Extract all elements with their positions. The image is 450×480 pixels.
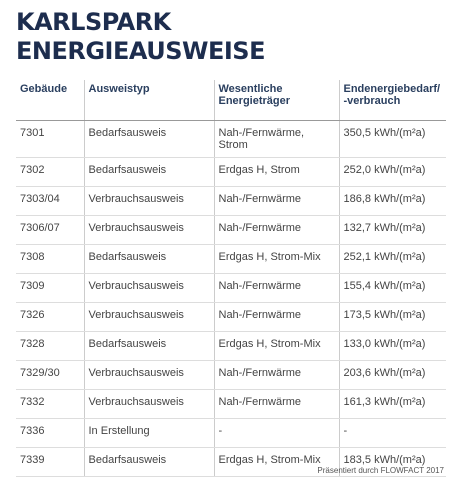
header-line: Ausweistyp: [88, 83, 150, 95]
table-row: 7332 Verbrauchsausweis Nah-/Fernwärme 161,3…: [16, 389, 446, 419]
header-line: Energieträger: [218, 95, 291, 107]
cell: Verbrauchsausweis: [83, 389, 214, 419]
cell: 173,5 kWh/(m²a): [338, 302, 446, 332]
table-row: 7326 Verbrauchsausweis Nah-/Fernwärme 173,5…: [16, 302, 446, 332]
cell: Nah-/Fernwärme: [213, 273, 339, 303]
cell: 186,8 kWh/(m²a): [338, 186, 446, 216]
cell: Verbrauchsausweis: [83, 273, 214, 303]
cell: Erdgas H, Strom-Mix: [213, 447, 339, 477]
cell: Nah-/Fernwärme: [213, 389, 339, 419]
cell: -: [338, 418, 446, 448]
header-line: Endenergiebedarf/: [343, 83, 441, 95]
cell: Bedarfsausweis: [83, 120, 214, 158]
cell: Nah-/Fernwärme, Strom: [213, 120, 339, 158]
cell: Bedarfsausweis: [83, 244, 214, 274]
table-row: 7329/30 Verbrauchsausweis Nah-/Fernwärme 20…: [16, 360, 446, 390]
table-row: 7309 Verbrauchsausweis Nah-/Fernwärme 155,4…: [16, 273, 446, 303]
cell: Nah-/Fernwärme: [213, 360, 339, 390]
header-line: Wesentliche: [218, 83, 283, 95]
cell: 133,0 kWh/(m²a): [338, 331, 446, 361]
cell: 252,0 kWh/(m²a): [338, 157, 446, 187]
cell: 7306/07: [16, 215, 84, 245]
cell: 252,1 kWh/(m²a): [338, 244, 446, 274]
cell: 7303/04: [16, 186, 84, 216]
cell: Verbrauchsausweis: [83, 215, 214, 245]
cell: In Erstellung: [83, 418, 214, 448]
title-line: KARLSPARK: [16, 8, 171, 36]
footer: Präsentiert durch FLOWFACT 2017: [317, 466, 444, 475]
cell: 203,6 kWh/(m²a): [338, 360, 446, 390]
header-line: -verbrauch: [343, 95, 401, 107]
header-line: Gebäude: [20, 83, 68, 95]
cell: Erdgas H, Strom-Mix: [213, 331, 339, 361]
table-row: 7301 Bedarfsausweis Nah-/Fernwärme, Strom 3…: [16, 120, 446, 158]
table-row: 7308 Bedarfsausweis Erdgas H, Strom-Mix 252…: [16, 244, 446, 274]
cell: 7332: [16, 389, 84, 419]
cell: 7329/30: [16, 360, 84, 390]
table-row: 7339 Bedarfsausweis Erdgas H, Strom-Mix 183…: [16, 447, 446, 477]
cell: 7308: [16, 244, 84, 274]
cell: -: [213, 418, 339, 448]
cell: 350,5 kWh/(m²a): [338, 120, 446, 158]
column-header: Ausweistyp: [83, 80, 214, 121]
table-row: 7336 In Erstellung - -: [16, 418, 446, 448]
cell: Verbrauchsausweis: [83, 186, 214, 216]
title: KARLSPARK ENERGIEAUSWEISE: [16, 8, 265, 66]
title-line: ENERGIEAUSWEISE: [16, 37, 265, 65]
cell: Bedarfsausweis: [83, 331, 214, 361]
table-row: 7306/07 Verbrauchsausweis Nah-/Fernwärme 13…: [16, 215, 446, 245]
column-header: Gebäude: [16, 80, 84, 121]
cell: 132,7 kWh/(m²a): [338, 215, 446, 245]
cell: Nah-/Fernwärme: [213, 186, 339, 216]
cell: Erdgas H, Strom-Mix: [213, 244, 339, 274]
cell: Nah-/Fernwärme: [213, 302, 339, 332]
cell: Verbrauchsausweis: [83, 302, 214, 332]
cell: 161,3 kWh/(m²a): [338, 389, 446, 419]
table-row: 7328 Bedarfsausweis Erdgas H, Strom-Mix 133…: [16, 331, 446, 361]
cell: 7336: [16, 418, 84, 448]
cell: 183,5 kWh/(m²a): [338, 447, 446, 477]
cell: Verbrauchsausweis: [83, 360, 214, 390]
cell: Nah-/Fernwärme: [213, 215, 339, 245]
cell: 7328: [16, 331, 84, 361]
cell: 7301: [16, 120, 84, 158]
table-row: 7302 Bedarfsausweis Erdgas H, Strom 252,0 k…: [16, 157, 446, 187]
cell: Bedarfsausweis: [83, 157, 214, 187]
header-row: Gebäude Ausweistyp Wesentliche Energieträge…: [16, 80, 446, 121]
table-row: 7303/04 Verbrauchsausweis Nah-/Fernwärme 18…: [16, 186, 446, 216]
table: Gebäude Ausweistyp Wesentliche Energieträge…: [16, 80, 446, 477]
column-header: Wesentliche Energieträger: [213, 80, 339, 121]
cell: 155,4 kWh/(m²a): [338, 273, 446, 303]
cell: 7339: [16, 447, 84, 477]
cell: Bedarfsausweis: [83, 447, 214, 477]
table-body: 7301 Bedarfsausweis Nah-/Fernwärme, Strom 3…: [16, 120, 446, 477]
cell: 7309: [16, 273, 84, 303]
column-header: Endenergiebedarf/-verbrauch: [338, 80, 446, 121]
cell: 7302: [16, 157, 84, 187]
cell: 7326: [16, 302, 84, 332]
cell: Erdgas H, Strom: [213, 157, 339, 187]
